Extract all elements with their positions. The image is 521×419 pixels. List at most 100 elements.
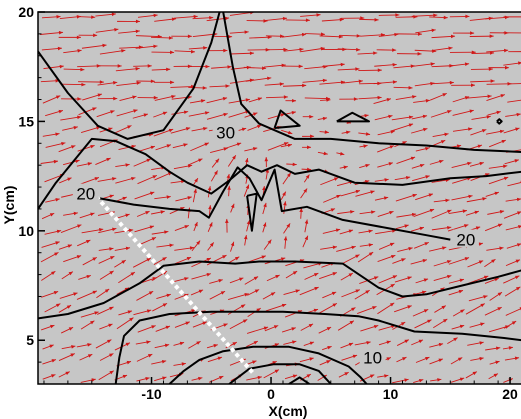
vector-arrow-head [392, 80, 397, 84]
vector-arrow-head [351, 245, 356, 250]
vector-arrow-head [246, 220, 251, 225]
vector-arrow-head [91, 15, 96, 19]
vector-arrow-head [422, 259, 427, 263]
vector-arrow-head [170, 80, 175, 85]
vector-arrow-head [51, 359, 56, 363]
vector-arrow-head [355, 254, 360, 259]
vector-arrow-head [369, 374, 375, 378]
vector-arrow-head [419, 226, 424, 231]
vector-arrow-head [340, 62, 345, 67]
vector-arrow-head [270, 292, 276, 296]
vector-arrow-head [336, 194, 341, 199]
vector-arrow-head [204, 142, 209, 147]
vector-arrow-head [352, 354, 358, 359]
x-tick-label: 10 [383, 386, 399, 402]
vector-arrow-head [225, 84, 230, 88]
vector-arrow-head [320, 32, 325, 36]
vector-arrow-head [423, 309, 429, 313]
vector-arrow-head [189, 246, 195, 250]
vector-arrow-head [220, 291, 226, 295]
vector-arrow-head [412, 193, 417, 198]
vector-arrow-head [252, 147, 258, 151]
vector-arrow-head [468, 194, 473, 199]
vector-arrow-head [183, 110, 189, 114]
vector-arrow-head [309, 341, 315, 346]
vector-arrow-head [313, 273, 319, 277]
vector-arrow-head [279, 82, 284, 86]
vector-arrow-head [256, 308, 261, 312]
vector-arrow-head [194, 222, 198, 227]
vector-arrow-head [408, 123, 414, 127]
vector-arrow-head [340, 151, 345, 156]
vector-arrow-head [389, 210, 394, 215]
vector-arrow-head [184, 277, 189, 281]
vector-arrow-head [489, 34, 494, 38]
vector-arrow-head [179, 341, 185, 346]
vector-arrow-head [430, 81, 435, 86]
vector-arrow-head [108, 323, 113, 328]
vector-arrow-head [262, 222, 267, 227]
vector-arrow-head [165, 325, 170, 330]
vector-arrow-head [218, 376, 224, 380]
vector-arrow-head [351, 307, 356, 312]
contour-line [38, 137, 521, 210]
vector-arrow-head [55, 95, 61, 99]
vector-arrow-head [497, 223, 503, 228]
vector-arrow-head [292, 340, 297, 344]
vector-arrow-head [338, 34, 343, 39]
vector-arrow-head [166, 195, 171, 199]
vector-arrow-head [479, 356, 484, 361]
vector-arrow-head [94, 177, 99, 181]
vector-arrow-head [489, 51, 495, 55]
vector-arrow-head [301, 32, 307, 37]
vector-arrow-head [326, 327, 332, 331]
vector-arrow-head [151, 325, 156, 329]
vector-arrow-head [87, 354, 93, 358]
vector-arrow-head [222, 255, 227, 259]
vector-arrow-head [232, 155, 236, 160]
vector-arrow-head [257, 375, 262, 380]
vector-arrow-head [166, 67, 171, 72]
vector-arrow-head [59, 64, 64, 69]
vector-arrow-head [128, 228, 134, 233]
vector-arrow-head [283, 142, 289, 146]
vector-arrow-head [495, 360, 500, 365]
vector-arrow-head [467, 161, 472, 166]
vector-arrow-head [215, 158, 220, 163]
vector-arrow-head [425, 99, 430, 103]
vector-arrow-head [402, 357, 407, 361]
vector-arrow-head [316, 13, 321, 17]
vector-arrow-head [364, 113, 369, 118]
vector-arrow-head [109, 306, 114, 311]
vector-arrow-head [274, 369, 280, 374]
vector-arrow-head [501, 139, 506, 144]
contour-label: 30 [216, 123, 235, 142]
vector-arrow-head [117, 64, 122, 68]
vector-arrow-head [122, 374, 128, 379]
vector-arrow-head [129, 317, 134, 322]
vector-arrow-head [94, 311, 99, 315]
contour-line [273, 109, 301, 129]
vector-arrow-head [55, 198, 60, 202]
vector-arrow-head [372, 306, 377, 310]
vector-arrow-head [433, 13, 438, 18]
contour-line [38, 260, 521, 320]
vector-arrow-head [51, 271, 56, 275]
vector-arrow [470, 80, 495, 83]
vector-arrow-head [102, 43, 107, 48]
vector-arrow-head [56, 15, 61, 19]
contour-lines [38, 12, 521, 384]
vector-arrow-head [450, 34, 456, 39]
vector-arrow-head [71, 345, 76, 349]
vector-arrow-head [430, 62, 435, 66]
vector-arrow-head [350, 210, 355, 214]
vector-arrow-head [292, 271, 298, 275]
vector-arrow-head [55, 241, 60, 245]
vector-arrow-head [370, 210, 376, 214]
vector-arrow-head [198, 289, 204, 294]
vector-arrow [319, 81, 346, 85]
vector-arrow-head [515, 286, 521, 291]
vector-arrow-head [206, 258, 211, 262]
vector-arrow-head [162, 303, 168, 307]
vector-arrow-head [106, 157, 111, 162]
